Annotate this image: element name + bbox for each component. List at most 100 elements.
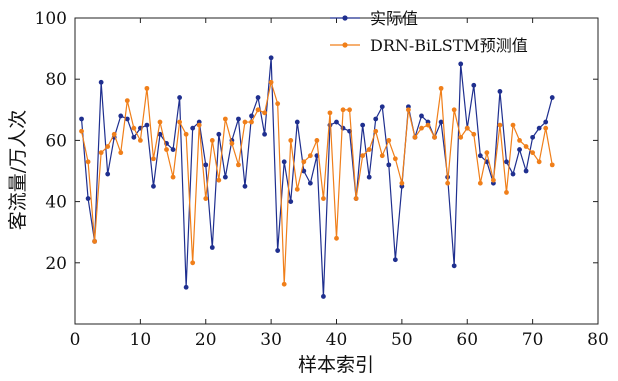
data-point: [406, 107, 411, 113]
data-point: [451, 107, 457, 113]
data-point: [419, 113, 424, 119]
data-point: [386, 138, 392, 143]
data-point: [105, 171, 111, 177]
data-point: [79, 116, 84, 122]
legend: 实际值 DRN-BiLSTM预测值: [330, 9, 528, 55]
data-point: [216, 177, 222, 183]
data-point: [536, 125, 542, 131]
data-point: [157, 131, 163, 137]
data-point: [504, 159, 509, 165]
data-point: [196, 122, 202, 128]
data-point: [340, 107, 346, 113]
y-tick-label: 40: [45, 193, 67, 213]
data-point: [360, 153, 366, 159]
data-point: [124, 98, 130, 104]
data-point: [379, 104, 385, 110]
legend-item-2: DRN-BiLSTM预测值: [330, 36, 528, 55]
data-point: [92, 238, 98, 244]
data-point: [124, 116, 130, 122]
data-point: [209, 245, 215, 250]
data-point: [288, 138, 294, 143]
data-point: [98, 79, 104, 85]
data-point: [484, 150, 490, 156]
data-point: [249, 119, 254, 125]
data-point: [190, 125, 196, 131]
axes: 0 10 20 30 40 50 60 70 80 20 40 60 80 100: [35, 9, 609, 350]
data-point: [144, 122, 150, 128]
data-point: [236, 116, 241, 122]
data-point: [105, 144, 111, 149]
data-point: [366, 147, 372, 152]
y-tick-label: 20: [45, 254, 67, 274]
data-point: [183, 131, 189, 137]
data-point: [392, 257, 398, 263]
data-point: [530, 150, 536, 156]
data-point: [543, 119, 549, 125]
data-point: [504, 190, 509, 195]
data-point: [327, 110, 333, 116]
data-point: [386, 162, 392, 168]
data-point: [471, 131, 477, 137]
legend-item-1: 实际值: [330, 9, 418, 28]
data-point: [464, 125, 470, 131]
data-point: [301, 168, 307, 174]
data-point: [334, 235, 339, 241]
data-point: [281, 281, 287, 287]
data-point: [85, 196, 91, 201]
data-point: [170, 174, 176, 180]
data-point: [340, 125, 346, 131]
data-point: [549, 162, 555, 168]
series-1: [79, 55, 555, 299]
data-point: [131, 125, 137, 131]
data-point: [281, 159, 287, 165]
x-tick-label: 30: [260, 330, 282, 350]
data-point: [458, 61, 464, 67]
data-point: [255, 107, 261, 113]
data-point: [209, 138, 215, 143]
data-point: [477, 153, 483, 159]
data-point: [307, 153, 313, 159]
data-point: [321, 196, 326, 201]
data-point: [229, 141, 235, 146]
legend-marker: [342, 15, 348, 21]
data-point: [334, 119, 339, 125]
data-point: [151, 183, 156, 189]
data-point: [111, 131, 117, 137]
data-point: [471, 82, 477, 88]
data-point: [137, 138, 143, 143]
data-point: [314, 138, 320, 143]
data-point: [242, 183, 248, 189]
data-point: [203, 162, 209, 168]
data-point: [379, 153, 385, 159]
data-point: [432, 134, 437, 140]
data-point: [262, 131, 267, 137]
legend-label: DRN-BiLSTM预测值: [370, 36, 528, 55]
data-point: [523, 144, 529, 149]
data-point: [491, 177, 496, 183]
y-tick-label: 100: [35, 9, 67, 29]
data-point: [497, 89, 503, 94]
data-point: [294, 186, 300, 192]
data-point: [85, 159, 91, 165]
x-tick-label: 60: [456, 330, 478, 350]
data-point: [275, 101, 281, 107]
legend-marker: [342, 42, 348, 48]
data-point: [523, 168, 529, 174]
data-point: [543, 125, 549, 131]
data-point: [268, 55, 274, 61]
data-point: [275, 248, 281, 253]
data-point: [425, 122, 431, 128]
data-point: [79, 128, 84, 134]
data-point: [510, 122, 516, 128]
data-point: [301, 159, 307, 165]
data-point: [419, 125, 424, 131]
data-point: [451, 263, 457, 269]
data-point: [268, 79, 274, 85]
data-point: [549, 95, 555, 100]
data-point: [249, 113, 254, 119]
y-tick-label: 80: [45, 70, 67, 90]
data-point: [216, 131, 222, 137]
data-point: [98, 150, 104, 156]
